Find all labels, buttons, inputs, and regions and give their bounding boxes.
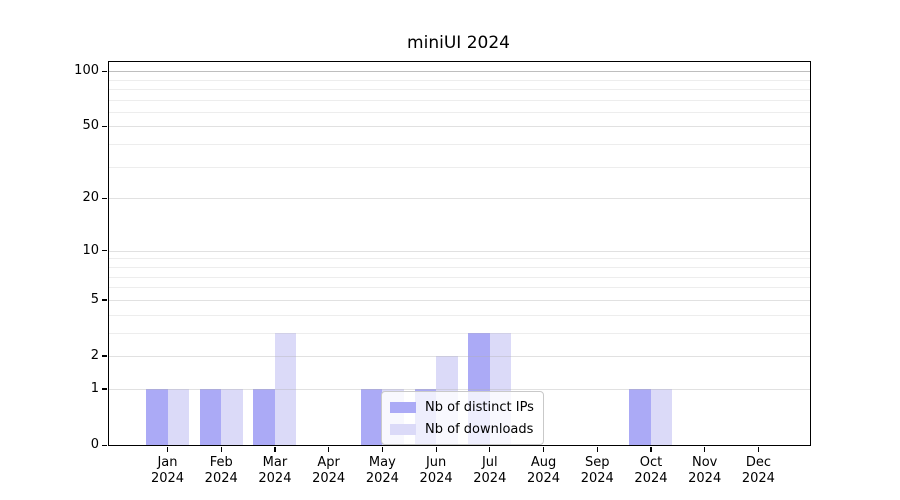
gridline-minor xyxy=(109,258,810,260)
x-tick-label-year: 2024 xyxy=(526,471,561,486)
y-tick-mark xyxy=(102,197,107,200)
x-tick-label-year: 2024 xyxy=(634,471,668,486)
y-tick-label: 10 xyxy=(82,242,99,258)
x-tick-mark xyxy=(489,446,491,452)
x-tick-label-month: Dec xyxy=(745,455,771,470)
gridline-major xyxy=(109,355,810,357)
bar-downloads xyxy=(221,388,243,445)
bar-downloads xyxy=(274,332,297,445)
gridline-major xyxy=(109,126,810,128)
gridline-minor xyxy=(109,332,810,334)
x-tick-label-month: Jun xyxy=(425,455,447,470)
gridline-minor xyxy=(109,276,810,278)
bar-downloads xyxy=(650,388,673,445)
x-tick-mark xyxy=(166,446,169,452)
x-tick-label-year: 2024 xyxy=(473,471,507,486)
x-tick-mark xyxy=(596,446,598,452)
gridline-major xyxy=(109,250,810,252)
x-tick-label-year: 2024 xyxy=(365,471,399,486)
x-tick-label-year: 2024 xyxy=(258,471,292,486)
x-tick-label-month: Feb xyxy=(209,455,233,470)
plot-area: Nb of distinct IPs Nb of downloads 0 1 2 5 1… xyxy=(74,61,811,486)
legend-label-downloads: Nb of downloads xyxy=(425,421,534,437)
gridline-minor xyxy=(109,314,810,316)
x-tick-label-month: Sep xyxy=(584,455,610,470)
gridline-major xyxy=(109,198,810,200)
y-tick-mark xyxy=(102,250,107,252)
gridline-minor xyxy=(109,287,810,289)
bar-distinct-ips xyxy=(253,388,275,445)
x-tick-label-month: Aug xyxy=(530,455,557,470)
bar-downloads xyxy=(167,388,189,445)
gridline-minor xyxy=(109,166,810,168)
gridline-minor xyxy=(109,111,810,113)
legend-label-ips: Nb of distinct IPs xyxy=(425,399,534,415)
y-tick-mark xyxy=(102,355,107,357)
x-tick-mark xyxy=(650,446,652,452)
chart-title: miniUI 2024 xyxy=(407,33,510,53)
legend: Nb of distinct IPs Nb of downloads xyxy=(381,391,544,445)
x-tick-label-month: Jul xyxy=(481,455,498,470)
gridline-minor xyxy=(109,79,810,81)
bar-distinct-ips xyxy=(199,388,222,445)
x-tick-mark xyxy=(757,446,759,452)
x-tick-label-month: Nov xyxy=(692,455,718,470)
gridline-major xyxy=(109,299,810,301)
x-tick-label-month: May xyxy=(368,455,396,470)
bar-distinct-ips xyxy=(629,388,651,445)
x-tick-label-year: 2024 xyxy=(688,471,722,486)
legend-item-downloads: Nb of downloads xyxy=(390,419,534,439)
bar-distinct-ips xyxy=(146,388,168,445)
x-tick-label-month: Oct xyxy=(639,455,663,470)
gridline-major xyxy=(109,71,810,73)
x-tick-mark xyxy=(274,446,276,452)
gridline-minor xyxy=(109,144,810,146)
y-tick-mark xyxy=(102,125,107,128)
x-tick-label-year: 2024 xyxy=(204,471,238,486)
x-tick-label-year: 2024 xyxy=(312,471,346,486)
bar-distinct-ips xyxy=(360,388,383,445)
y-tick-label: 0 xyxy=(90,437,99,452)
x-tick-mark xyxy=(381,446,383,452)
x-tick-mark xyxy=(220,446,222,452)
legend-swatch-downloads xyxy=(390,423,416,435)
y-tick-mark xyxy=(102,444,107,446)
x-tick-label-year: 2024 xyxy=(580,471,614,486)
y-tick-label: 1 xyxy=(90,380,99,396)
gridline-minor xyxy=(109,88,810,90)
y-tick-label: 100 xyxy=(74,63,99,79)
x-tick-label-year: 2024 xyxy=(150,471,185,486)
x-tick-label-month: Jan xyxy=(157,455,178,470)
gridline-minor xyxy=(109,266,810,268)
y-tick-mark xyxy=(102,299,107,301)
legend-item-distinct-ips: Nb of distinct IPs xyxy=(390,397,534,417)
x-tick-label-year: 2024 xyxy=(741,471,775,486)
y-tick-mark xyxy=(102,70,107,72)
y-tick-label: 50 xyxy=(82,118,99,134)
x-tick-mark xyxy=(328,446,330,452)
gridline-minor xyxy=(109,99,810,101)
x-tick-mark xyxy=(704,446,706,452)
x-tick-mark xyxy=(435,446,437,452)
x-tick-label-month: Apr xyxy=(317,455,340,470)
legend-swatch-ips xyxy=(390,401,416,413)
x-tick-label-month: Mar xyxy=(262,455,288,470)
y-tick-label: 20 xyxy=(82,190,99,206)
y-tick-mark xyxy=(102,388,107,390)
x-tick-label-year: 2024 xyxy=(419,471,453,486)
y-tick-label: 2 xyxy=(90,347,99,363)
x-tick-mark xyxy=(542,446,545,452)
y-tick-label: 5 xyxy=(90,291,99,307)
